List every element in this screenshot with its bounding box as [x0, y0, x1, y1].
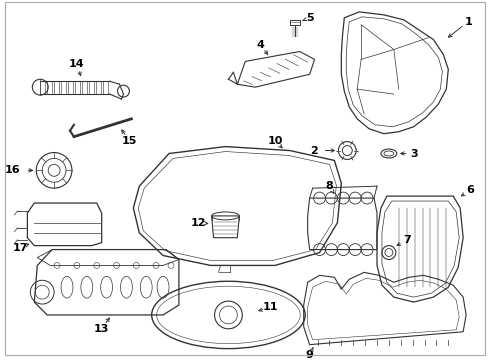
Text: 16: 16 — [5, 165, 20, 175]
Text: 1: 1 — [463, 17, 471, 27]
Text: 9: 9 — [305, 350, 313, 360]
Text: 14: 14 — [69, 59, 84, 69]
Text: 15: 15 — [122, 136, 137, 146]
Text: 6: 6 — [465, 185, 473, 195]
Text: 4: 4 — [256, 40, 264, 50]
Text: 10: 10 — [267, 136, 282, 146]
Text: 5: 5 — [305, 13, 313, 23]
Text: 13: 13 — [94, 324, 109, 334]
Text: 3: 3 — [409, 149, 417, 158]
Text: 7: 7 — [402, 235, 410, 245]
Text: 17: 17 — [13, 243, 28, 253]
Text: 2: 2 — [309, 145, 317, 156]
Text: 11: 11 — [262, 302, 277, 312]
Text: 8: 8 — [325, 181, 333, 191]
Text: 12: 12 — [191, 218, 206, 228]
